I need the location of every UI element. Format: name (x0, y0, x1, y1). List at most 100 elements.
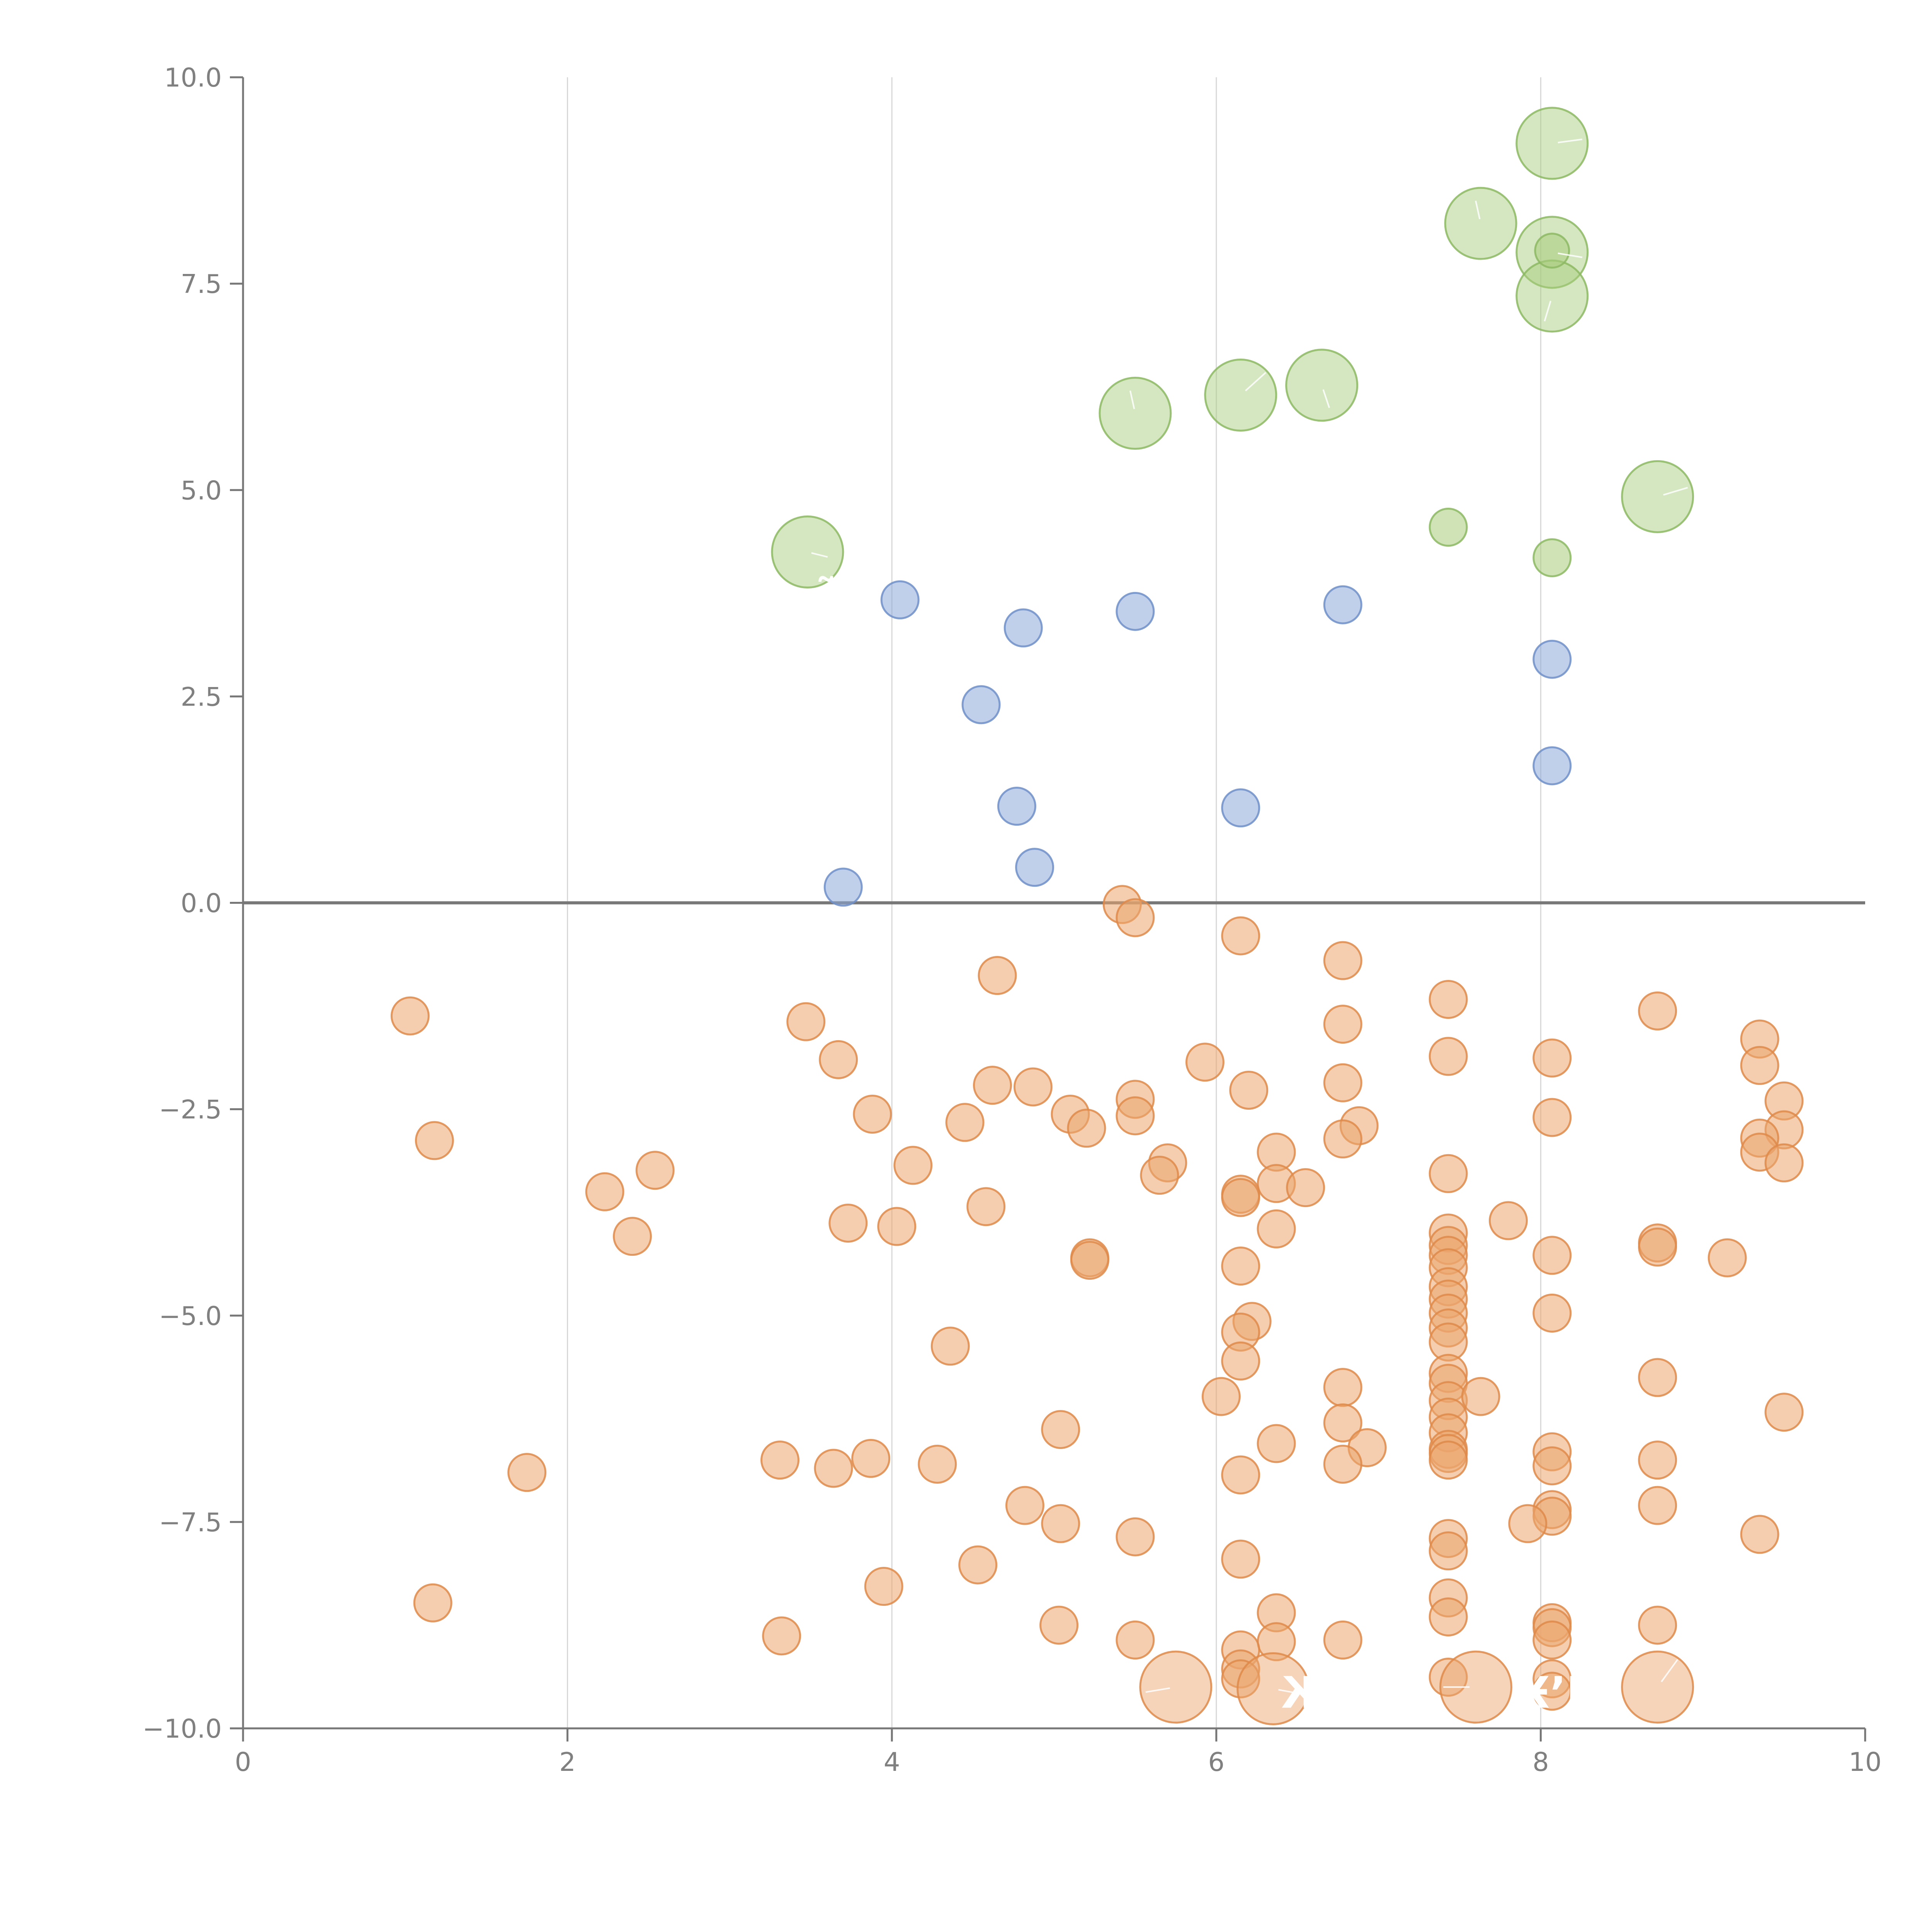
point-orange (1229, 1070, 1269, 1110)
y-tick-label: 10.0 (164, 63, 222, 93)
point-blue (823, 867, 863, 907)
callout-leaders (811, 138, 1688, 1695)
point-orange (1221, 1341, 1260, 1381)
point-orange (1532, 1620, 1572, 1660)
point-orange (1221, 1455, 1260, 1495)
point-orange (760, 1440, 800, 1480)
point-blue (1532, 746, 1572, 786)
point-orange (1039, 1605, 1079, 1645)
x-tick-label: 6 (1208, 1747, 1225, 1777)
point-orange (1429, 1531, 1468, 1571)
point-orange (1116, 1096, 1155, 1136)
point-orange (893, 1146, 933, 1185)
leader-line (1278, 1689, 1301, 1695)
point-orange (415, 1121, 454, 1160)
point-orange (1323, 1444, 1362, 1484)
y-tick-label: 7.5 (180, 269, 222, 299)
leader-line (1663, 487, 1688, 496)
point-orange (1638, 1227, 1677, 1267)
point-orange (958, 1545, 998, 1585)
y-tick-label: −2.5 (159, 1095, 222, 1125)
leader-line (811, 552, 828, 558)
point-orange (1764, 1393, 1804, 1432)
x-tick-label: 0 (235, 1747, 252, 1777)
point-green (1444, 187, 1517, 260)
point-orange (1461, 1377, 1500, 1416)
point-orange (1323, 1403, 1362, 1442)
tick-marks (230, 76, 1866, 1742)
callout-label: Ӿ’ИЈ (1516, 1668, 1618, 1718)
point-orange (1221, 1539, 1260, 1579)
point-orange (1488, 1201, 1528, 1240)
point-orange (1508, 1504, 1548, 1543)
point-orange (1323, 941, 1362, 980)
point-orange (1708, 1238, 1747, 1277)
point-orange (814, 1449, 853, 1488)
point-orange (1221, 1247, 1260, 1286)
point-green (1285, 349, 1359, 422)
y-tick-label: 0.0 (180, 888, 222, 918)
point-orange (1236, 1652, 1310, 1725)
point-orange (1323, 1119, 1362, 1159)
point-orange (1621, 1650, 1694, 1724)
point-blue (1532, 639, 1572, 679)
point-orange (1041, 1504, 1080, 1543)
leader-line (1322, 389, 1330, 408)
point-orange (585, 1172, 624, 1211)
point-green (1621, 460, 1694, 533)
point-orange (1323, 1063, 1362, 1102)
tick-labels: 0 2 4 6 8 10 −10.0 −7.5 −5.0 −2.5 0.0 2.5 5.0 7.5 10.0 (143, 63, 1882, 1777)
point-orange (1257, 1424, 1296, 1463)
point-orange (1221, 1178, 1260, 1217)
point-orange (864, 1567, 903, 1606)
point-blue (997, 787, 1036, 826)
point-orange (762, 1616, 801, 1656)
point-orange (1116, 1517, 1155, 1556)
point-green (771, 515, 844, 588)
point-orange (1638, 1486, 1677, 1525)
x-tick-label: 8 (1532, 1747, 1549, 1777)
point-blue (1015, 848, 1054, 887)
leader-line (1145, 1687, 1170, 1693)
leader-line (1544, 301, 1551, 321)
y-tick-label: 5.0 (180, 475, 222, 505)
point-orange (613, 1217, 652, 1256)
point-orange (786, 1002, 826, 1041)
leader-line (1475, 201, 1481, 219)
y-tick-label: −7.5 (159, 1507, 222, 1537)
point-orange (1185, 1043, 1225, 1082)
point-orange (1323, 1368, 1362, 1407)
point-orange (390, 996, 430, 1036)
point-orange (1221, 1659, 1260, 1699)
point-orange (877, 1207, 917, 1246)
point-blue (880, 580, 920, 619)
point-orange (1740, 1515, 1779, 1554)
point-green (1204, 359, 1277, 432)
leader-line (1558, 252, 1583, 258)
point-orange (1221, 916, 1260, 956)
point-orange (1116, 1620, 1155, 1660)
point-orange (1067, 1109, 1106, 1148)
point-orange (1439, 1650, 1512, 1724)
point-orange (1638, 1440, 1677, 1480)
point-orange (1429, 980, 1468, 1019)
point-orange (1286, 1168, 1325, 1208)
point-orange (1013, 1067, 1053, 1107)
point-orange (1638, 1358, 1677, 1397)
point-orange (918, 1444, 957, 1484)
point-orange (1532, 1236, 1572, 1275)
point-orange (828, 1203, 868, 1243)
point-orange (1116, 898, 1155, 937)
y-tick-label: 2.5 (180, 682, 222, 712)
point-orange (819, 1040, 858, 1079)
point-green (1515, 107, 1589, 180)
point-orange (1139, 1650, 1213, 1724)
point-orange (635, 1151, 675, 1190)
point-orange (1257, 1209, 1296, 1248)
point-orange (413, 1583, 452, 1622)
point-orange (1140, 1156, 1179, 1195)
point-orange (945, 1103, 985, 1142)
point-green (1532, 538, 1572, 577)
point-orange (1429, 1154, 1468, 1193)
point-orange (1041, 1410, 1080, 1449)
